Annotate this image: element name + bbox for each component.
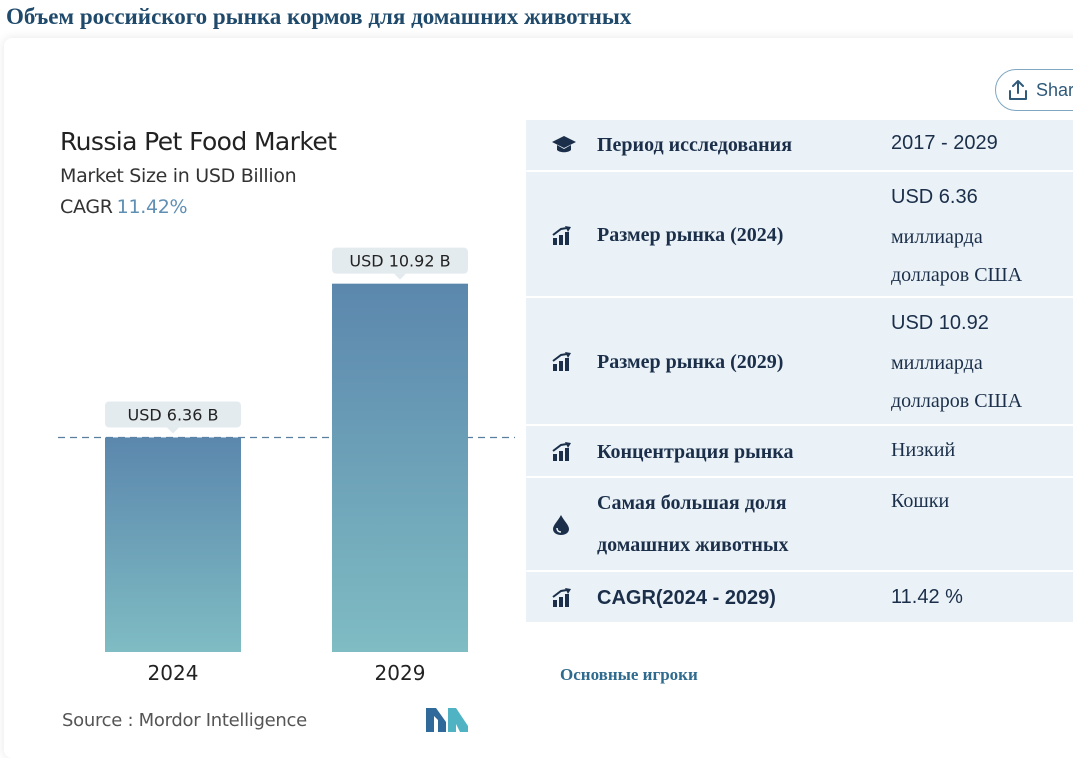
table-row-market-size-2029: Размер рынка (2029) USD 10.92 миллиарда …: [526, 298, 1073, 424]
row-label: Размер рынка (2029): [597, 351, 784, 373]
growth-chart-icon: [552, 588, 571, 607]
x-tick-label: 2029: [375, 661, 426, 685]
growth-chart-icon: [552, 226, 571, 245]
row-value: Кошки: [891, 490, 950, 512]
chart-cagr: CAGR 11.42%: [60, 196, 188, 218]
share-label: Shar: [1036, 79, 1073, 100]
table-row-market-size-2024: Размер рынка (2024) USD 6.36 миллиарда д…: [526, 172, 1073, 296]
row-value: 11.42 %: [891, 586, 963, 608]
bar-2024: [105, 437, 241, 652]
table-row-largest-pet-share: Самая большая доля домашних животных Кош…: [526, 478, 1073, 570]
share-icon: [1009, 80, 1027, 100]
data-label: USD 10.92 B: [349, 252, 450, 271]
row-value: 2017 - 2029: [891, 132, 998, 154]
row-label-line: домашних животных: [597, 534, 789, 556]
chart-subtitle: Market Size in USD Billion: [60, 165, 297, 187]
table-row-market-concentration: Концентрация рынка Низкий: [526, 426, 1073, 476]
page-title: Объем российского рынка кормов для домаш…: [6, 4, 632, 29]
row-value-line: долларов США: [891, 264, 1023, 286]
row-label: Размер рынка (2024): [597, 224, 784, 246]
cagr-value: 11.42%: [116, 196, 188, 218]
row-value-line: долларов США: [891, 390, 1023, 412]
row-label-line: Самая большая доля: [597, 492, 787, 514]
drop-icon: [553, 515, 569, 535]
bar-chart: USD 6.36 B 2024 USD 10.92 B 2029: [58, 247, 515, 685]
key-players-link[interactable]: Основные игроки: [560, 665, 698, 684]
bar-2029: [332, 283, 468, 652]
chart-title: Russia Pet Food Market: [60, 127, 337, 156]
share-button[interactable]: Shar: [995, 69, 1073, 111]
data-label-box: [105, 401, 241, 428]
x-tick-label: 2024: [148, 661, 199, 685]
row-label: Период исследования: [597, 134, 793, 156]
data-label-box: [332, 247, 468, 274]
data-label-pointer: [167, 427, 179, 434]
growth-chart-icon: [552, 442, 571, 461]
row-value-line: миллиарда: [891, 226, 983, 248]
data-label: USD 6.36 B: [128, 405, 219, 424]
table-row-study-period: Период исследования 2017 - 2029: [526, 120, 1073, 170]
table-row-cagr: CAGR(2024 - 2029) 11.42 %: [526, 572, 1073, 622]
row-value-line: USD 6.36: [891, 186, 978, 208]
row-value-line: USD 10.92: [891, 312, 989, 334]
chart-source: Source : Mordor Intelligence: [62, 710, 307, 731]
growth-chart-icon: [552, 352, 571, 371]
mordor-logo-icon: [426, 708, 468, 732]
cagr-label: CAGR: [60, 196, 113, 218]
row-label: Концентрация рынка: [597, 441, 794, 463]
row-value: Низкий: [891, 439, 956, 461]
row-label: CAGR(2024 - 2029): [597, 587, 776, 609]
row-value-line: миллиарда: [891, 352, 983, 374]
graduation-cap-icon: [552, 136, 576, 153]
data-label-pointer: [394, 273, 406, 280]
